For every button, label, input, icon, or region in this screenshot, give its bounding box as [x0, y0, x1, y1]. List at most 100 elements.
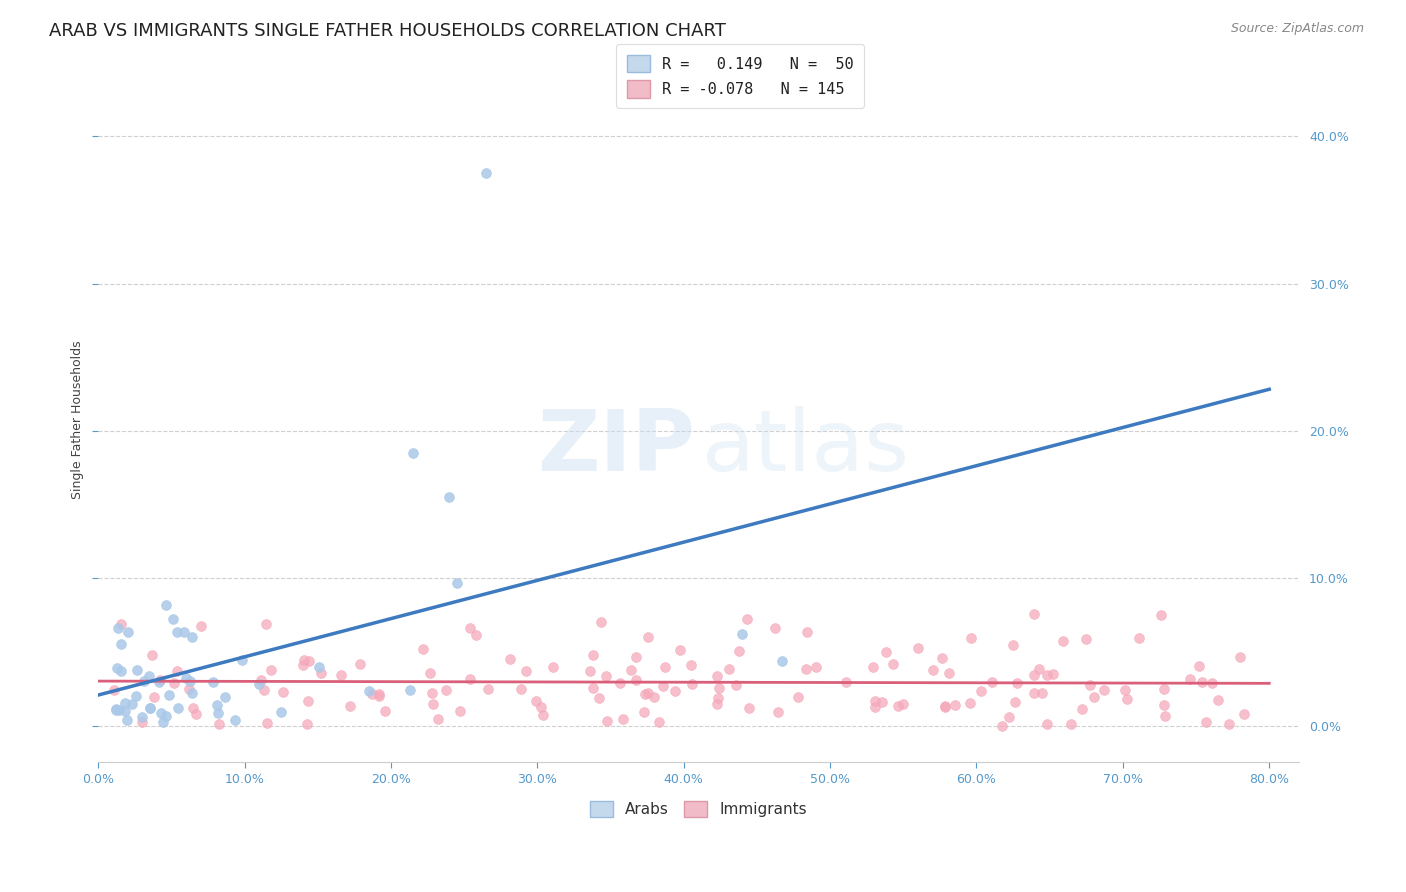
Point	[724, 677, 747, 691]
Point	[863, 699, 886, 714]
Point	[292, 658, 315, 673]
Point	[717, 662, 740, 676]
Point	[998, 709, 1021, 723]
Point	[1080, 677, 1102, 691]
Point	[155, 709, 177, 723]
Point	[804, 660, 827, 674]
Point	[308, 660, 330, 674]
Y-axis label: Single Father Households: Single Father Households	[72, 341, 84, 500]
Point	[770, 654, 793, 668]
Point	[1024, 607, 1046, 621]
Point	[254, 617, 277, 632]
Point	[399, 683, 422, 698]
Point	[1153, 682, 1175, 697]
Point	[157, 688, 180, 702]
Point	[184, 707, 207, 722]
Point	[1229, 650, 1251, 665]
Point	[449, 704, 471, 718]
Point	[166, 664, 188, 678]
Point	[624, 673, 647, 687]
Point	[707, 681, 730, 695]
Point	[664, 684, 686, 698]
Point	[609, 675, 631, 690]
Point	[125, 664, 148, 678]
Point	[882, 657, 904, 672]
Point	[1191, 675, 1213, 690]
Point	[179, 673, 201, 688]
Point	[499, 652, 522, 666]
Point	[180, 685, 202, 699]
Point	[207, 698, 229, 712]
Point	[349, 657, 371, 671]
Point	[149, 673, 172, 688]
Point	[1178, 673, 1201, 687]
Point	[163, 676, 186, 690]
Point	[104, 703, 127, 717]
Point	[634, 687, 657, 701]
Point	[412, 642, 434, 657]
Point	[1036, 668, 1059, 682]
Point	[959, 631, 981, 645]
Point	[1114, 683, 1136, 698]
Point	[292, 653, 315, 667]
Point	[533, 707, 555, 722]
Point	[633, 705, 655, 719]
Point	[162, 612, 184, 626]
Point	[612, 712, 634, 726]
Point	[530, 700, 553, 714]
Point	[934, 698, 956, 713]
Point	[969, 683, 991, 698]
Point	[669, 642, 692, 657]
Point	[105, 661, 128, 675]
Point	[637, 631, 659, 645]
Point	[110, 664, 132, 678]
Point	[297, 717, 319, 731]
Point	[155, 598, 177, 612]
Point	[107, 703, 129, 717]
Point	[654, 659, 676, 673]
Point	[543, 660, 565, 674]
Point	[190, 619, 212, 633]
Point	[870, 695, 893, 709]
Point	[1036, 717, 1059, 731]
Point	[297, 694, 319, 708]
Point	[107, 621, 129, 635]
Point	[1024, 668, 1046, 682]
Point	[138, 669, 160, 683]
Point	[427, 712, 450, 726]
Point	[637, 686, 659, 700]
Point	[706, 697, 728, 711]
Point	[477, 681, 499, 696]
Point	[862, 660, 884, 674]
Point	[177, 681, 200, 696]
Point	[148, 675, 170, 690]
Point	[139, 700, 162, 714]
Point	[114, 696, 136, 710]
Point	[357, 684, 380, 698]
Point	[152, 714, 174, 729]
Point	[931, 651, 953, 665]
Point	[464, 628, 486, 642]
Point	[256, 716, 278, 731]
Point	[224, 713, 246, 727]
Text: ARAB VS IMMIGRANTS SINGLE FATHER HOUSEHOLDS CORRELATION CHART: ARAB VS IMMIGRANTS SINGLE FATHER HOUSEHO…	[49, 22, 725, 40]
Point	[361, 687, 384, 701]
Point	[588, 691, 610, 706]
Point	[510, 681, 533, 696]
Point	[1083, 690, 1105, 705]
Point	[330, 667, 353, 681]
Point	[166, 624, 188, 639]
Point	[737, 700, 759, 714]
Point	[1052, 634, 1074, 648]
Point	[1031, 685, 1053, 699]
Point	[524, 694, 547, 708]
Point	[875, 645, 897, 659]
Point	[131, 710, 153, 724]
Point	[728, 643, 751, 657]
Point	[763, 621, 786, 635]
Point	[1153, 709, 1175, 723]
Point	[943, 698, 966, 712]
Point	[142, 690, 165, 705]
Point	[271, 685, 294, 699]
Point	[110, 617, 132, 632]
